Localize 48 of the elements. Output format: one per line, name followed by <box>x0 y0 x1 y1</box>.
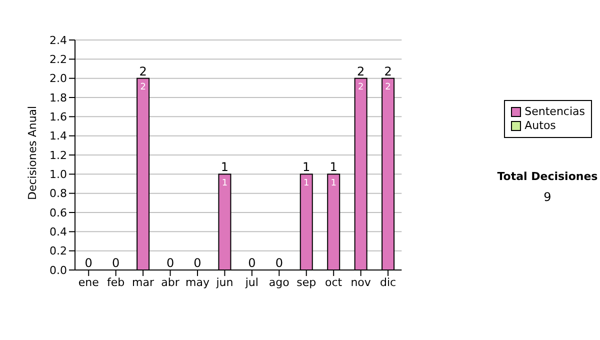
y-tick-label: 1.0 <box>50 168 67 182</box>
x-tick-label: ago <box>268 276 290 289</box>
total-label: 2 <box>384 64 392 78</box>
total-label: 0 <box>84 256 92 270</box>
data-label: 1 <box>304 178 310 189</box>
y-tick-label: 1.6 <box>50 110 67 124</box>
total-label: 1 <box>220 160 229 174</box>
y-tick-label: 1.8 <box>50 91 67 104</box>
total-label: 2 <box>357 64 365 78</box>
total-label: 0 <box>275 256 283 270</box>
y-tick-label: 2.4 <box>50 34 67 47</box>
x-tick-label: nov <box>350 276 372 289</box>
x-tick-label: abr <box>161 276 180 289</box>
data-label: 1 <box>330 178 336 189</box>
y-tick-label: 2.2 <box>50 53 67 66</box>
x-tick-label: mar <box>132 276 155 289</box>
data-label: 2 <box>140 82 146 93</box>
x-tick-label: oct <box>325 276 343 289</box>
y-tick-label: 0.0 <box>50 264 67 277</box>
total-label: 0 <box>166 256 174 270</box>
y-tick-label: 2.0 <box>50 72 67 86</box>
y-tick-label: 0.2 <box>50 244 67 258</box>
y-tick-label: 0.8 <box>50 187 67 200</box>
total-label: 0 <box>112 256 120 270</box>
total-label: 1 <box>302 160 310 174</box>
x-tick-label: dic <box>380 276 396 289</box>
data-label: 1 <box>222 178 228 189</box>
total-label: 1 <box>330 160 338 174</box>
y-tick-label: 1.2 <box>50 148 67 162</box>
data-label: 2 <box>358 82 364 93</box>
x-tick-label: jul <box>244 276 258 289</box>
y-tick-label: 1.4 <box>50 130 67 143</box>
y-tick-label: 0.4 <box>50 226 67 239</box>
text: 9 <box>542 190 552 204</box>
text: Total Decisiones <box>496 170 599 183</box>
legend-label: Sentencias <box>524 105 585 119</box>
x-tick-label: jun <box>215 276 234 289</box>
x-tick-label: sep <box>296 276 316 289</box>
y-axis-title: Decisiones Anual <box>26 106 39 200</box>
data-label: 2 <box>385 82 391 93</box>
total-label: 0 <box>248 256 256 270</box>
legend-label: Autos <box>524 119 556 133</box>
total-label: 2 <box>139 64 147 78</box>
x-tick-label: ene <box>78 276 100 289</box>
total-label: 0 <box>194 256 202 270</box>
y-tick-label: 0.6 <box>50 206 67 220</box>
x-tick-label: may <box>186 276 210 289</box>
x-tick-label: feb <box>107 276 125 289</box>
